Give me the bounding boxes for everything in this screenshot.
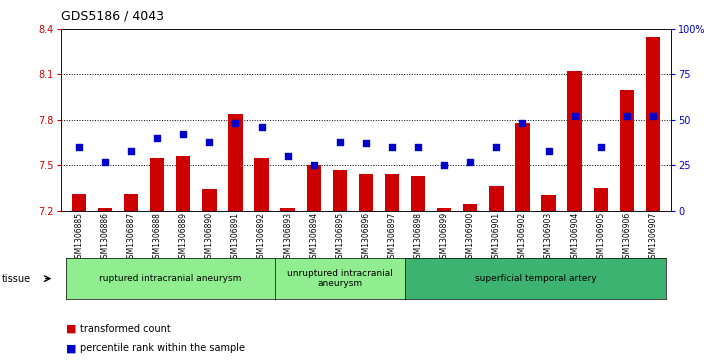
Point (595, 144, 606, 150)
Point (386, 144, 398, 150)
Bar (333, 170, 347, 211)
Bar (281, 208, 295, 211)
Bar (150, 158, 164, 211)
Point (178, 131, 189, 137)
Bar (202, 189, 216, 211)
Bar (228, 114, 243, 211)
Point (465, 159, 476, 164)
Point (413, 144, 424, 150)
Bar (620, 90, 634, 211)
Point (256, 124, 267, 130)
Text: transformed count: transformed count (80, 323, 171, 334)
Point (543, 148, 554, 154)
Point (491, 144, 502, 150)
Point (647, 113, 658, 119)
Bar (385, 174, 399, 211)
Bar (463, 204, 478, 211)
Point (517, 121, 528, 126)
Text: GDS5186 / 4043: GDS5186 / 4043 (61, 9, 164, 22)
Text: tissue: tissue (1, 274, 31, 284)
Bar (254, 158, 268, 211)
Point (74, 144, 85, 150)
Text: ■: ■ (66, 343, 76, 354)
Point (569, 113, 580, 119)
Bar (516, 123, 530, 211)
Bar (593, 188, 608, 211)
Point (151, 135, 163, 141)
Point (334, 139, 346, 144)
Text: percentile rank within the sample: percentile rank within the sample (80, 343, 245, 354)
Bar (541, 195, 555, 211)
Bar (568, 72, 582, 211)
Point (230, 121, 241, 126)
Point (438, 162, 450, 168)
Point (282, 153, 293, 159)
Bar (489, 186, 503, 211)
Text: ruptured intracranial aneurysm: ruptured intracranial aneurysm (99, 274, 241, 283)
Text: ■: ■ (66, 323, 76, 334)
Point (360, 140, 371, 146)
Point (99, 159, 111, 164)
Bar (176, 156, 191, 211)
Point (126, 148, 137, 154)
Bar (645, 37, 660, 211)
Point (621, 113, 633, 119)
Text: unruptured intracranial
aneurysm: unruptured intracranial aneurysm (287, 269, 393, 288)
Bar (98, 208, 112, 211)
Bar (72, 194, 86, 211)
Point (308, 162, 319, 168)
Bar (437, 208, 451, 211)
Bar (411, 176, 426, 211)
Bar (306, 165, 321, 211)
Point (203, 139, 215, 144)
Bar (358, 174, 373, 211)
Text: superficial temporal artery: superficial temporal artery (475, 274, 596, 283)
Bar (124, 194, 139, 211)
